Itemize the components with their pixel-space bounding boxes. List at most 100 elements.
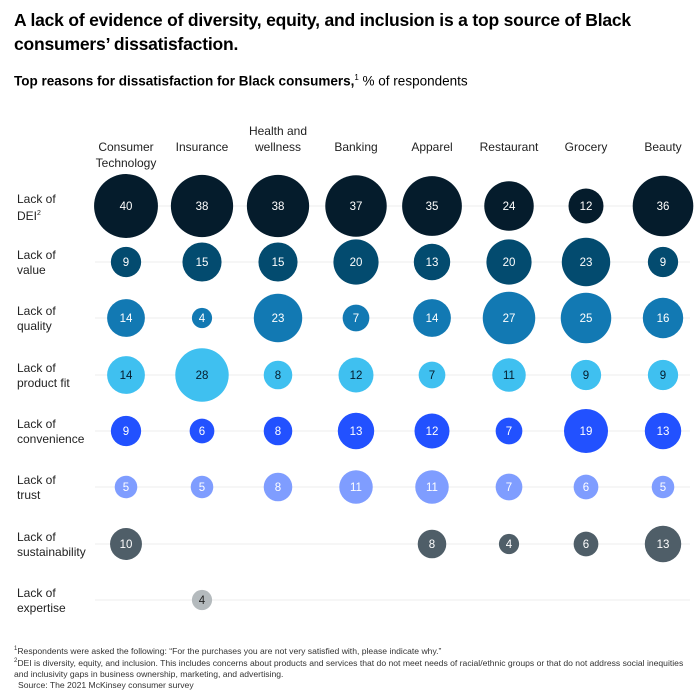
bubble-value-label: 4 (199, 595, 206, 607)
bubble: 10 (110, 528, 142, 560)
bubble: 9 (110, 246, 142, 278)
bubble-value-label: 38 (272, 201, 285, 213)
bubble: 13 (644, 412, 682, 450)
bubble-circle (644, 525, 682, 563)
bubble: 16 (642, 297, 684, 339)
bubble-value-label: 27 (503, 313, 516, 325)
row-label: Lack of convenience (17, 417, 84, 446)
bubble-value-label: 9 (123, 426, 129, 438)
bubble-circle (495, 417, 523, 445)
bubble-circle (647, 359, 679, 391)
bubble-value-label: 15 (196, 257, 209, 269)
bubble-value-label: 37 (350, 201, 363, 213)
bubble-value-label: 13 (350, 426, 363, 438)
bubble-value-label: 8 (275, 370, 281, 382)
bubble: 27 (482, 291, 536, 345)
bubble-circle (570, 359, 602, 391)
bubble-value-label: 25 (580, 313, 593, 325)
bubble-circle (110, 528, 142, 560)
bubble: 25 (560, 292, 612, 344)
bubble-circle (651, 475, 675, 499)
bubble-circle (110, 415, 142, 447)
bubble: 14 (107, 356, 145, 394)
bubble-circle (413, 243, 451, 281)
bubble: 5 (114, 475, 138, 499)
bubble: 4 (191, 589, 213, 611)
bubble: 11 (415, 470, 449, 504)
chart-title: A lack of evidence of diversity, equity,… (14, 10, 631, 54)
bubble-value-label: 12 (426, 426, 439, 438)
bubble: 12 (568, 188, 604, 224)
bubble-circle (495, 473, 523, 501)
bubble-circle (498, 533, 520, 555)
bubble-value-label: 13 (426, 257, 439, 269)
bubble-circle (482, 291, 536, 345)
bubble: 8 (263, 360, 293, 390)
bubble-value-label: 40 (120, 201, 133, 213)
bubble: 4 (191, 307, 213, 329)
bubble-circle (263, 472, 293, 502)
bubble-circle (573, 531, 599, 557)
bubble-circle (632, 175, 694, 237)
bubble-value-label: 12 (580, 201, 593, 213)
row-label-text: Lack of DEI (17, 192, 56, 223)
bubble-circle (417, 529, 447, 559)
bubble-value-label: 20 (350, 257, 363, 269)
bubble-circle (107, 356, 145, 394)
footnote-ref-1: 1 (354, 73, 359, 82)
footnote-1: 1Respondents were asked the following: “… (14, 646, 441, 656)
subtitle-bold: Top reasons for dissatisfaction for Blac… (14, 73, 355, 89)
bubble-circle (107, 299, 145, 337)
row-label-text: Lack of expertise (17, 586, 66, 615)
bubble-value-label: 5 (199, 482, 205, 494)
bubble: 7 (342, 304, 370, 332)
bubble: 13 (337, 412, 375, 450)
column-header: Restaurant (479, 140, 539, 154)
bubble-circle (414, 413, 450, 449)
bubble-value-label: 36 (657, 201, 670, 213)
bubble: 37 (325, 175, 387, 237)
bubble-value-label: 9 (123, 257, 129, 269)
bubble-circle (333, 239, 379, 285)
chart-subtitle: Top reasons for dissatisfaction for Blac… (14, 73, 468, 89)
bubble-circle (253, 293, 303, 343)
bubble-circle (415, 470, 449, 504)
bubble: 9 (647, 359, 679, 391)
bubble-circle (339, 470, 373, 504)
bubble-value-label: 8 (275, 426, 281, 438)
bubble: 7 (418, 361, 446, 389)
row-label: Lack of quality (17, 304, 56, 333)
bubble-value-label: 11 (350, 482, 362, 494)
bubble-circle (484, 181, 534, 231)
row-label: Lack of value (17, 248, 56, 277)
bubble-value-label: 5 (660, 482, 666, 494)
bubble-value-label: 20 (503, 257, 516, 269)
bubble: 7 (495, 473, 523, 501)
bubble: 15 (258, 242, 298, 282)
bubble-circle (647, 246, 679, 278)
bubble-value-label: 7 (506, 482, 512, 494)
row-label-text: Lack of sustainability (17, 530, 86, 559)
footnote-2: 2DEI is diversity, equity, and inclusion… (14, 658, 683, 679)
bubble-value-label: 12 (350, 370, 363, 382)
bubble-circle (568, 188, 604, 224)
bubble-circle (573, 474, 599, 500)
bubble: 5 (190, 475, 214, 499)
bubble: 5 (651, 475, 675, 499)
bubble-value-label: 23 (580, 257, 593, 269)
bubble-value-label: 38 (196, 201, 209, 213)
bubble-value-label: 5 (123, 482, 129, 494)
bubble: 6 (573, 531, 599, 557)
bubble-circle (418, 361, 446, 389)
bubble-circle (402, 176, 462, 236)
bubble: 7 (495, 417, 523, 445)
bubble-value-label: 14 (120, 313, 133, 325)
bubble: 12 (338, 357, 374, 393)
bubble-circle (642, 297, 684, 339)
bubble-value-label: 9 (660, 370, 666, 382)
bubble-circle (175, 348, 229, 402)
bubble: 13 (413, 243, 451, 281)
bubble-value-label: 7 (506, 426, 512, 438)
bubble: 23 (561, 237, 611, 287)
bubble-circle (563, 408, 609, 454)
